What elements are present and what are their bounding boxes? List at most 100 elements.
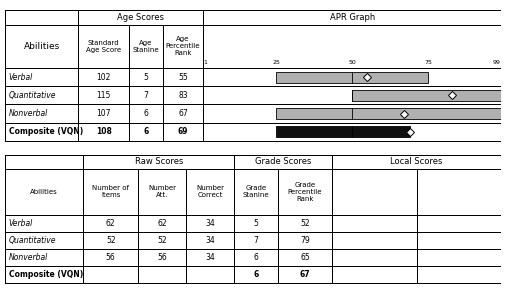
Bar	[203, 10, 500, 25]
Bar	[129, 104, 163, 123]
Text: 62: 62	[157, 219, 167, 228]
Bar	[277, 215, 332, 232]
Bar	[276, 126, 409, 137]
Text: 7: 7	[143, 91, 148, 100]
Bar	[5, 10, 78, 25]
Bar	[5, 104, 78, 123]
Text: 115: 115	[96, 91, 111, 100]
Bar	[163, 123, 203, 141]
Text: 55: 55	[178, 72, 187, 81]
Text: Abilities: Abilities	[30, 189, 58, 195]
Bar	[5, 266, 83, 283]
Bar	[5, 155, 83, 168]
Bar	[234, 266, 277, 283]
Text: Quantitative: Quantitative	[9, 236, 56, 245]
Text: Abilities: Abilities	[24, 42, 60, 51]
Bar	[138, 249, 186, 266]
Text: 67: 67	[178, 109, 187, 118]
Bar	[332, 266, 416, 283]
Bar	[83, 232, 138, 249]
Text: Age Scores: Age Scores	[117, 13, 164, 22]
Text: 52: 52	[299, 219, 309, 228]
Text: Composite (VQN): Composite (VQN)	[9, 270, 83, 279]
Bar	[186, 232, 234, 249]
Text: Number of
Items: Number of Items	[92, 185, 129, 198]
Bar	[5, 215, 83, 232]
Text: Number
Correct: Number Correct	[196, 185, 224, 198]
Bar	[277, 249, 332, 266]
Bar	[203, 104, 500, 123]
Bar	[186, 266, 234, 283]
Bar	[277, 232, 332, 249]
Text: Local Scores: Local Scores	[390, 157, 442, 166]
Bar	[234, 249, 277, 266]
Bar	[332, 168, 416, 215]
Text: 34: 34	[205, 219, 215, 228]
Bar	[351, 90, 500, 101]
Text: Composite (VQN): Composite (VQN)	[9, 127, 83, 136]
Bar	[78, 68, 129, 86]
Bar	[78, 86, 129, 104]
Bar	[234, 215, 277, 232]
Bar	[83, 155, 234, 168]
Text: 34: 34	[205, 253, 215, 262]
Text: 50: 50	[347, 60, 356, 65]
Bar	[5, 168, 83, 215]
Text: 56: 56	[157, 253, 167, 262]
Bar	[203, 86, 500, 104]
Text: 6: 6	[253, 270, 258, 279]
Text: 62: 62	[106, 219, 115, 228]
Bar	[186, 215, 234, 232]
Bar	[83, 266, 138, 283]
Bar	[129, 68, 163, 86]
Text: 108: 108	[95, 127, 112, 136]
Bar	[332, 249, 416, 266]
Text: 99: 99	[492, 60, 500, 65]
Bar	[332, 232, 416, 249]
Bar	[78, 25, 129, 68]
Text: 52: 52	[106, 236, 115, 245]
Bar	[138, 232, 186, 249]
Text: 5: 5	[253, 219, 258, 228]
Text: 6: 6	[143, 127, 148, 136]
Text: 7: 7	[253, 236, 258, 245]
Text: 65: 65	[299, 253, 310, 262]
Bar	[5, 123, 78, 141]
Text: Grade
Percentile
Rank: Grade Percentile Rank	[287, 182, 322, 202]
Bar	[416, 266, 500, 283]
Text: 83: 83	[178, 91, 187, 100]
Bar	[277, 266, 332, 283]
Text: Age
Percentile
Rank: Age Percentile Rank	[166, 37, 200, 56]
Bar	[5, 25, 78, 68]
Bar	[234, 232, 277, 249]
Text: Nonverbal: Nonverbal	[9, 109, 47, 118]
Text: 67: 67	[299, 270, 310, 279]
Bar	[186, 168, 234, 215]
Text: 52: 52	[157, 236, 167, 245]
Bar	[5, 232, 83, 249]
Text: 69: 69	[177, 127, 188, 136]
Bar	[416, 168, 500, 215]
Text: Grade
Stanine: Grade Stanine	[242, 185, 269, 198]
Bar	[163, 86, 203, 104]
Bar	[416, 249, 500, 266]
Bar	[416, 215, 500, 232]
Bar	[78, 104, 129, 123]
Text: 75: 75	[423, 60, 431, 65]
Bar	[5, 249, 83, 266]
Text: Quantitative: Quantitative	[9, 91, 56, 100]
Text: 56: 56	[106, 253, 115, 262]
Text: 1: 1	[203, 60, 207, 65]
Bar	[163, 25, 203, 68]
Bar	[5, 86, 78, 104]
Bar	[332, 215, 416, 232]
Bar	[203, 68, 500, 86]
Text: 5: 5	[143, 72, 148, 81]
Bar	[5, 68, 78, 86]
Bar	[234, 168, 277, 215]
Text: 79: 79	[299, 236, 310, 245]
Bar	[138, 215, 186, 232]
Text: 25: 25	[272, 60, 280, 65]
Text: 102: 102	[96, 72, 111, 81]
Bar	[276, 72, 427, 83]
